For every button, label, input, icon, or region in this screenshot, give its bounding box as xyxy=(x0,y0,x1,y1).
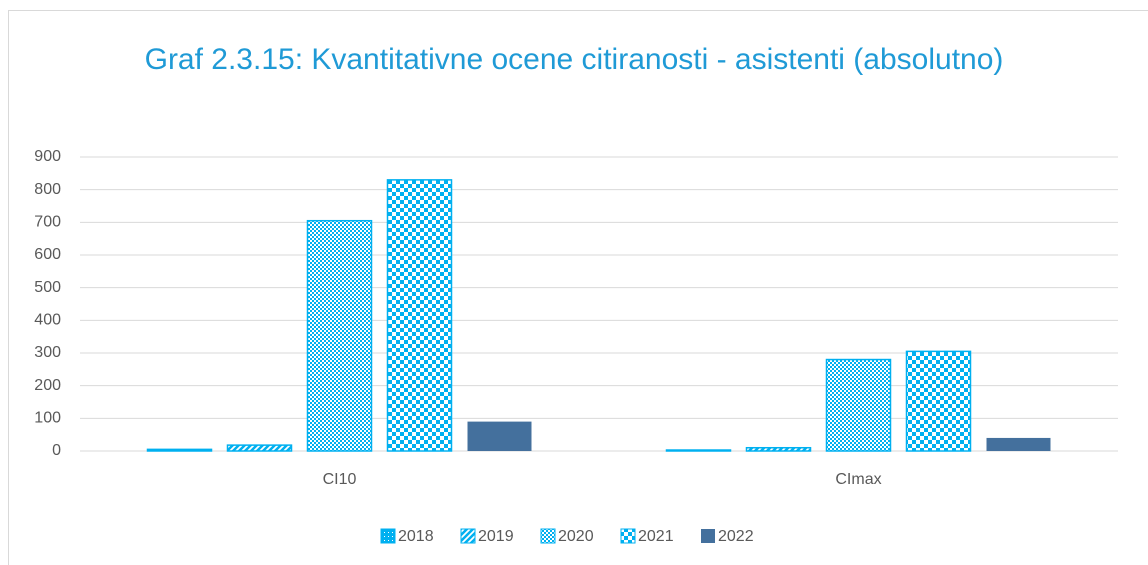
legend-label: 2020 xyxy=(558,528,594,545)
bar xyxy=(986,437,1051,451)
bar xyxy=(146,448,213,452)
x-tick-label: CI10 xyxy=(323,471,357,488)
bar xyxy=(905,350,972,452)
bar xyxy=(825,358,892,452)
y-tick-label: 100 xyxy=(34,410,61,427)
y-tick-label: 900 xyxy=(34,148,61,165)
y-tick-label: 600 xyxy=(34,246,61,263)
bar xyxy=(226,444,293,452)
legend-swatch xyxy=(620,528,636,544)
bar xyxy=(467,421,532,451)
legend-swatch xyxy=(701,529,715,543)
legend-label: 2019 xyxy=(478,528,514,545)
legend-label: 2018 xyxy=(398,528,434,545)
x-tick-label: CImax xyxy=(835,471,881,488)
bar xyxy=(306,219,373,452)
bar xyxy=(665,449,732,452)
chart-title: Graf 2.3.15: Kvantitativne ocene citiran… xyxy=(144,43,1004,76)
bar xyxy=(745,446,812,452)
legend-label: 2022 xyxy=(718,528,754,545)
legend-swatch xyxy=(380,528,396,544)
y-tick-label: 200 xyxy=(34,377,61,394)
bar xyxy=(386,179,453,452)
legend-label: 2021 xyxy=(638,528,674,545)
y-tick-label: 800 xyxy=(34,181,61,198)
legend-swatch xyxy=(460,528,476,544)
y-tick-label: 0 xyxy=(52,442,61,459)
legend-swatch xyxy=(540,528,556,544)
y-tick-label: 300 xyxy=(34,344,61,361)
y-tick-label: 500 xyxy=(34,279,61,296)
y-tick-label: 700 xyxy=(34,214,61,231)
chart-border xyxy=(8,10,1148,565)
y-tick-label: 400 xyxy=(34,312,61,329)
